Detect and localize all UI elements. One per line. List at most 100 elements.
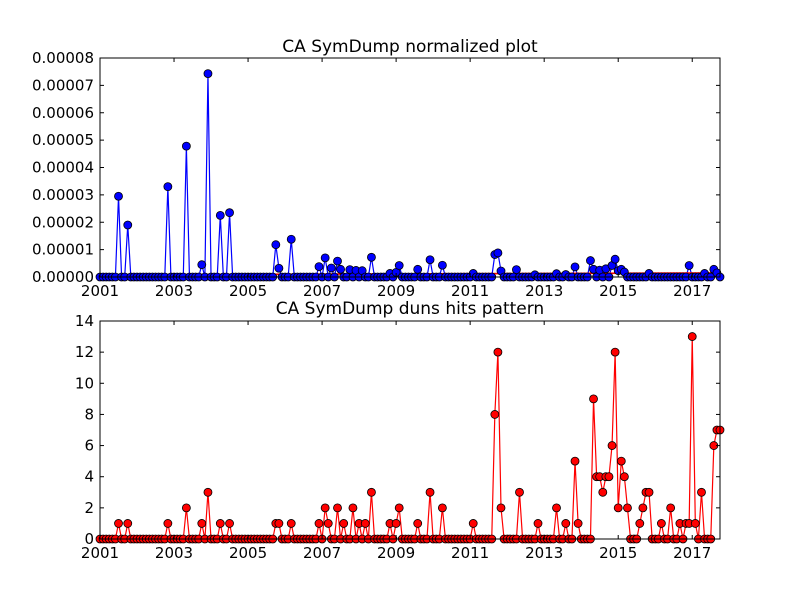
bottom-chart-data-point — [197, 519, 207, 528]
bottom-chart-data-point — [123, 519, 133, 528]
bottom-chart: CA SymDump duns hits pattern 2001 2003 200… — [75, 299, 725, 562]
top-chart-data-point — [333, 256, 342, 266]
top-chart-data-point — [114, 191, 123, 201]
bottom-chart-y-tick-label: 6 — [84, 437, 94, 455]
bottom-chart-y-tick-label: 4 — [84, 468, 94, 486]
top-chart-x-tick-label: 2017 — [673, 282, 711, 300]
top-chart-data-point — [320, 253, 330, 263]
bottom-chart-data-point — [561, 519, 571, 528]
bottom-chart-data-point — [619, 472, 629, 482]
top-chart-y-tick-label: 0.00002 — [32, 213, 94, 231]
bottom-chart-data-point — [394, 503, 404, 513]
top-chart-x-tick-label: 2005 — [229, 282, 267, 300]
top-chart-data-point — [413, 264, 423, 274]
top-chart-data-point — [286, 234, 296, 244]
bottom-chart-data-point — [490, 410, 500, 419]
bottom-chart-data-point — [425, 487, 435, 497]
bottom-chart-x-tick-label: 2005 — [229, 544, 267, 562]
top-chart-data-point — [610, 254, 620, 264]
top-chart-title: CA SymDump normalized plot — [282, 37, 538, 57]
bottom-chart-data-point — [181, 503, 191, 513]
bottom-chart-data-point — [496, 503, 506, 513]
top-chart-x-tick-label: 2013 — [525, 282, 563, 300]
bottom-chart-data-point — [552, 503, 561, 513]
bottom-chart-data-point — [515, 487, 524, 497]
bottom-chart-data-point — [367, 487, 376, 497]
top-chart-x-tick-label: 2009 — [377, 282, 415, 300]
bottom-chart-data-point — [468, 519, 478, 528]
top-chart-data-point — [570, 262, 580, 272]
bottom-chart-data-point — [314, 519, 324, 528]
bottom-chart-data-point — [203, 487, 213, 497]
top-chart-y-tick-label: 0.00008 — [32, 49, 94, 67]
bottom-chart-x-tick-label: 2015 — [599, 544, 637, 562]
bottom-chart-y-tick-label: 8 — [84, 405, 94, 423]
bottom-chart-x-tick-label: 2001 — [81, 544, 119, 562]
bottom-chart-data-point — [635, 519, 645, 528]
bottom-chart-data-point — [638, 503, 648, 513]
top-chart-data-point — [274, 263, 284, 273]
top-chart-data-point — [271, 240, 281, 250]
top-chart-x-tick-label: 2001 — [81, 282, 119, 300]
bottom-chart-data-point — [607, 441, 617, 450]
bottom-chart-title: CA SymDump duns hits pattern — [276, 299, 544, 319]
top-chart-y-tick-label: 0.00007 — [32, 76, 94, 94]
top-chart-y-tick-label: 0.00006 — [32, 104, 94, 122]
bottom-chart-y-tick-label: 10 — [75, 374, 94, 392]
top-chart-data-point — [586, 256, 595, 265]
bottom-chart-data-point — [215, 519, 225, 528]
bottom-chart-data-point — [604, 472, 614, 482]
bottom-chart-data-point — [533, 519, 543, 528]
bottom-chart-y-tick-label: 12 — [75, 343, 94, 361]
bottom-chart-data-point — [437, 503, 447, 513]
top-chart-x-tick-label: 2003 — [155, 282, 193, 300]
bottom-chart-data-point — [610, 347, 620, 357]
bottom-chart-x-tick-label: 2007 — [303, 544, 341, 562]
top-chart-data-point — [326, 263, 336, 273]
bottom-chart-data-point — [697, 487, 706, 497]
top-chart-data-point — [181, 141, 191, 151]
top-chart-data-point — [493, 248, 503, 258]
top-chart-x-tick-label: 2007 — [303, 282, 341, 300]
bottom-chart-data-point — [613, 503, 623, 513]
top-chart-data-point — [314, 262, 324, 272]
bottom-chart-y-tick-label: 0 — [84, 530, 94, 548]
bottom-chart-data-point — [274, 519, 284, 528]
top-chart-data-point — [123, 220, 133, 230]
top-chart-x-tick-label: 2015 — [599, 282, 637, 300]
bottom-chart-x-tick-label: 2003 — [155, 544, 193, 562]
top-chart-data-point — [163, 182, 173, 192]
bottom-chart-data-point — [656, 519, 666, 528]
top-chart-data-point — [215, 211, 225, 220]
bottom-chart-data-point — [114, 519, 123, 528]
bottom-chart-data-point — [323, 519, 333, 528]
top-chart-x-tick-label: 2011 — [451, 282, 489, 300]
top-chart-y-tick-label: 0.00005 — [32, 131, 94, 149]
top-chart-y-tick-label: 0.00000 — [32, 268, 94, 286]
top-chart-data-point — [203, 69, 213, 78]
top-chart-y-tick-label: 0.00003 — [32, 186, 94, 204]
bottom-chart-data-point — [320, 503, 330, 513]
bottom-chart-data-point — [666, 503, 676, 513]
top-chart-data-point — [437, 260, 447, 270]
bottom-chart-data-point — [333, 503, 342, 513]
top-chart-y-tick-label: 0.00004 — [32, 159, 94, 177]
bottom-chart-data-point — [573, 519, 583, 528]
bottom-chart-x-tick-label: 2017 — [673, 544, 711, 562]
top-chart-data-point — [394, 261, 404, 270]
top-chart-y-tick-label: 0.00001 — [32, 241, 94, 259]
bottom-chart-data-point — [589, 394, 598, 404]
top-chart-data-point — [197, 260, 207, 270]
bottom-chart-y-tick-label: 14 — [75, 312, 94, 330]
bottom-chart-data-point — [286, 519, 296, 528]
bottom-chart-data-point — [413, 519, 423, 528]
bottom-chart-x-tick-label: 2009 — [377, 544, 415, 562]
bottom-chart-data-point — [348, 503, 358, 513]
bottom-chart-data-point — [493, 347, 503, 357]
bottom-chart-data-point — [570, 456, 580, 466]
bottom-plot-frame — [99, 320, 721, 540]
bottom-chart-data-point — [391, 519, 401, 528]
bottom-chart-data-point — [598, 487, 608, 497]
